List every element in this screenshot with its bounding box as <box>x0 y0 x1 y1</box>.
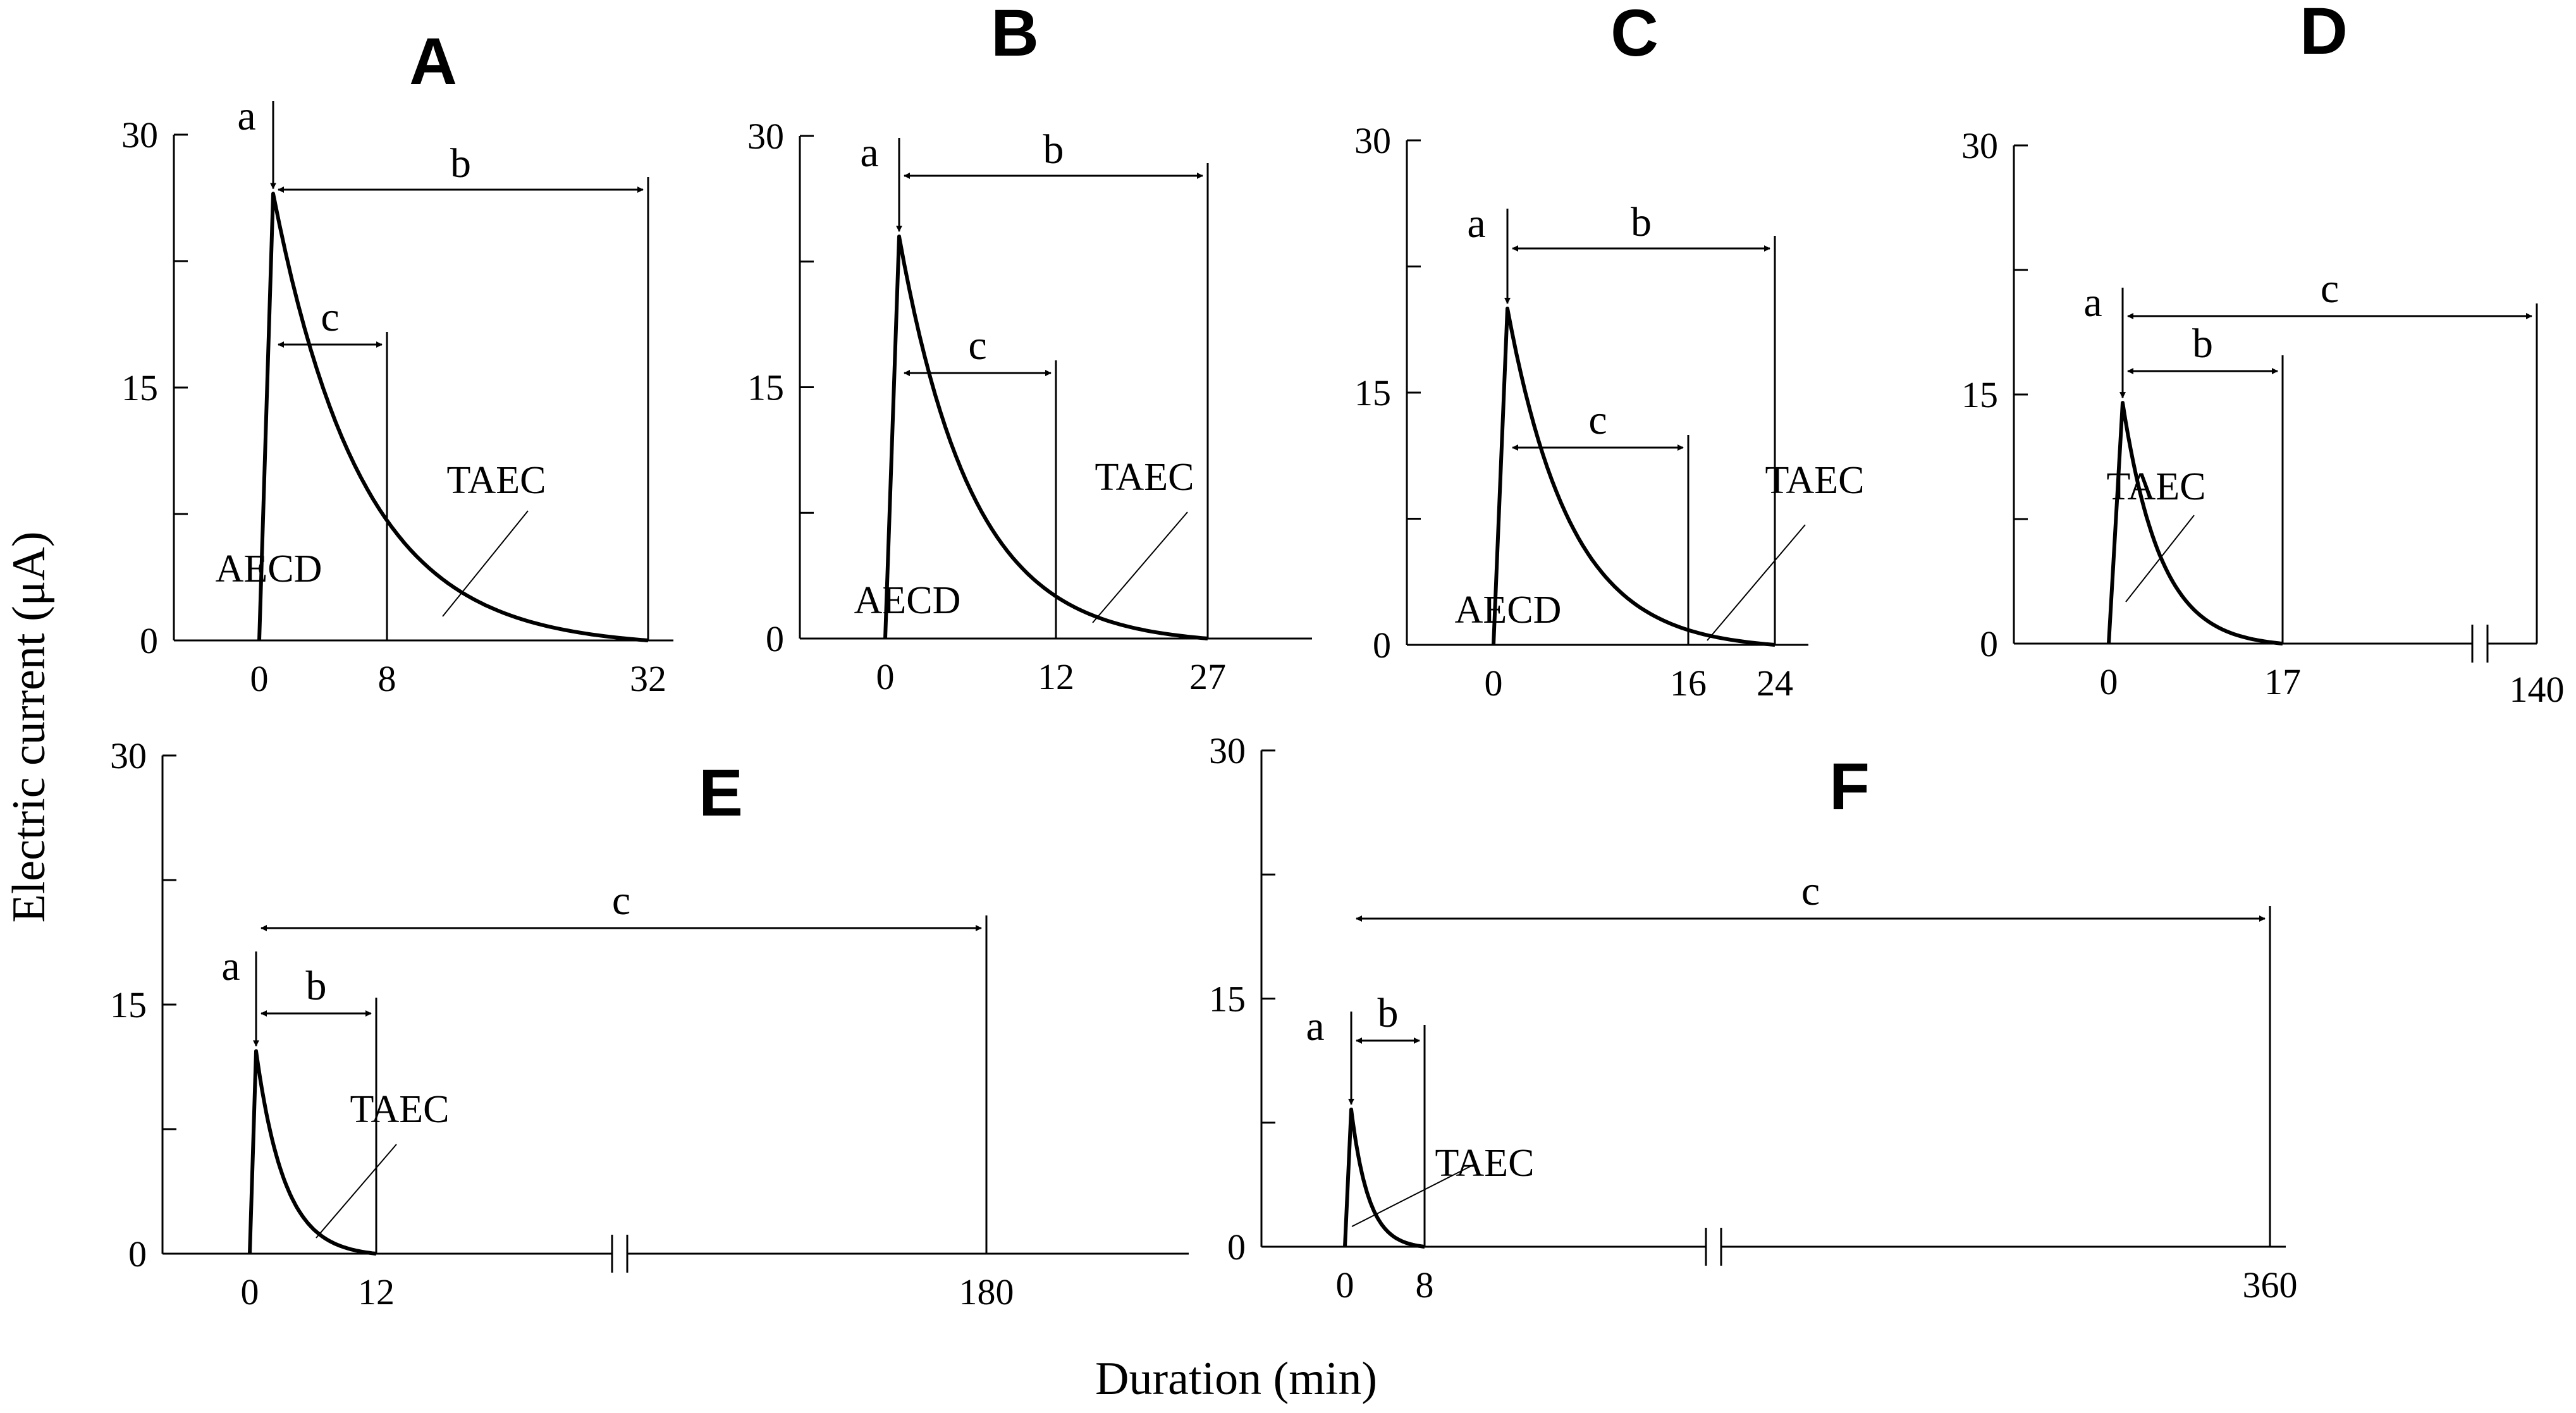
y-axis-title: Electric current (μA) <box>3 532 55 923</box>
marker-a: a <box>221 943 240 989</box>
interval-c-label: c <box>612 878 630 924</box>
interval-c-label: c <box>1801 868 1820 914</box>
label-taec: TAEC <box>1765 459 1865 502</box>
x-tick-label: 0 <box>250 658 269 699</box>
y-tick-label: 15 <box>747 367 784 408</box>
interval-c-label: c <box>968 322 986 369</box>
x-tick-label: 8 <box>378 658 396 699</box>
panel-f: F 0 15 30 0 8 360 a b c TAEC <box>1209 730 2298 1306</box>
x-tick-label: 180 <box>959 1271 1014 1312</box>
marker-a: a <box>237 93 255 139</box>
x-tick-label: 17 <box>2264 661 2301 702</box>
label-taec: TAEC <box>1095 456 1194 499</box>
y-tick-label: 30 <box>747 116 784 157</box>
label-taec: TAEC <box>350 1088 450 1131</box>
label-aecd: AECD <box>1455 589 1562 632</box>
x-tick-label: 0 <box>876 656 895 697</box>
current-curve <box>2107 401 2283 645</box>
marker-a: a <box>1467 200 1485 247</box>
y-tick-label: 15 <box>1961 374 1998 415</box>
interval-b-label: b <box>2192 321 2213 367</box>
panel-c: C 0 15 30 0 16 24 a b c TAEC AECD <box>1354 0 1864 704</box>
current-curve <box>257 192 649 642</box>
interval-c-label: c <box>321 294 339 340</box>
y-tick-label: 0 <box>140 620 158 661</box>
panel-title: F <box>1829 750 1870 824</box>
panel-title: C <box>1610 0 1659 70</box>
label-taec: TAEC <box>447 459 546 502</box>
y-tick-label: 0 <box>766 618 784 659</box>
leader-line <box>442 510 529 617</box>
leader-line <box>2125 515 2195 603</box>
y-tick-label: 15 <box>110 984 147 1025</box>
panel-title: E <box>699 756 743 830</box>
label-taec: TAEC <box>2107 465 2206 508</box>
marker-a: a <box>1306 1003 1324 1049</box>
label-taec: TAEC <box>1435 1142 1535 1185</box>
x-tick-label: 360 <box>2243 1264 2298 1306</box>
label-aecd: AECD <box>854 579 961 622</box>
leader-line <box>1092 511 1188 623</box>
x-tick-label: 32 <box>630 658 666 699</box>
y-tick-label: 0 <box>1980 623 1998 664</box>
current-curve <box>1343 1107 1426 1249</box>
x-axis-title: Duration (min) <box>1095 1353 1377 1405</box>
current-curve <box>248 1049 377 1256</box>
interval-b-label: b <box>1043 126 1064 173</box>
x-tick-label: 140 <box>2510 669 2565 710</box>
y-tick-label: 30 <box>1354 120 1391 161</box>
panel-e: E 0 15 30 0 12 180 a b c TAEC <box>110 735 1189 1312</box>
marker-a: a <box>860 130 878 176</box>
x-tick-label: 27 <box>1189 656 1226 697</box>
panel-title: A <box>409 25 457 99</box>
interval-c-label: c <box>2321 266 2339 312</box>
current-curve <box>1492 307 1776 647</box>
interval-b-label: b <box>306 963 327 1009</box>
y-tick-label: 0 <box>1373 625 1391 666</box>
x-tick-label: 0 <box>1336 1264 1354 1306</box>
interval-b-label: b <box>450 140 471 187</box>
panel-d: D 0 15 30 0 17 140 a b c TAEC <box>1961 0 2565 710</box>
x-tick-label: 24 <box>1757 663 1793 704</box>
y-tick-label: 0 <box>1227 1226 1246 1268</box>
panel-title: B <box>991 0 1039 70</box>
x-tick-label: 0 <box>241 1271 259 1312</box>
panel-title: D <box>2300 0 2348 68</box>
y-tick-label: 0 <box>128 1233 147 1275</box>
interval-b-label: b <box>1378 990 1399 1036</box>
y-tick-label: 15 <box>121 367 158 408</box>
current-curve <box>883 235 1208 640</box>
panel-a: A 0 15 30 0 8 32 a b c TAEC AECD <box>121 25 673 699</box>
label-aecd: AECD <box>216 547 322 590</box>
x-tick-label: 12 <box>358 1271 395 1312</box>
y-tick-label: 30 <box>110 735 147 776</box>
leader-line <box>316 1144 397 1239</box>
marker-a: a <box>2083 279 2102 326</box>
y-tick-label: 30 <box>1961 125 1998 166</box>
y-tick-label: 30 <box>121 114 158 156</box>
leader-line <box>1707 524 1806 641</box>
y-tick-label: 15 <box>1354 372 1391 413</box>
interval-b-label: b <box>1631 199 1652 245</box>
x-tick-label: 16 <box>1670 663 1707 704</box>
x-tick-label: 8 <box>1416 1264 1434 1306</box>
x-tick-label: 0 <box>2100 661 2118 702</box>
panel-b: B 0 15 30 0 12 27 a b c TAEC AECD <box>747 0 1312 697</box>
y-tick-label: 15 <box>1209 979 1246 1020</box>
interval-c-label: c <box>1588 397 1607 443</box>
x-tick-label: 12 <box>1038 656 1074 697</box>
x-tick-label: 0 <box>1485 663 1503 704</box>
leader-line <box>1351 1163 1477 1227</box>
y-tick-label: 30 <box>1209 730 1246 771</box>
